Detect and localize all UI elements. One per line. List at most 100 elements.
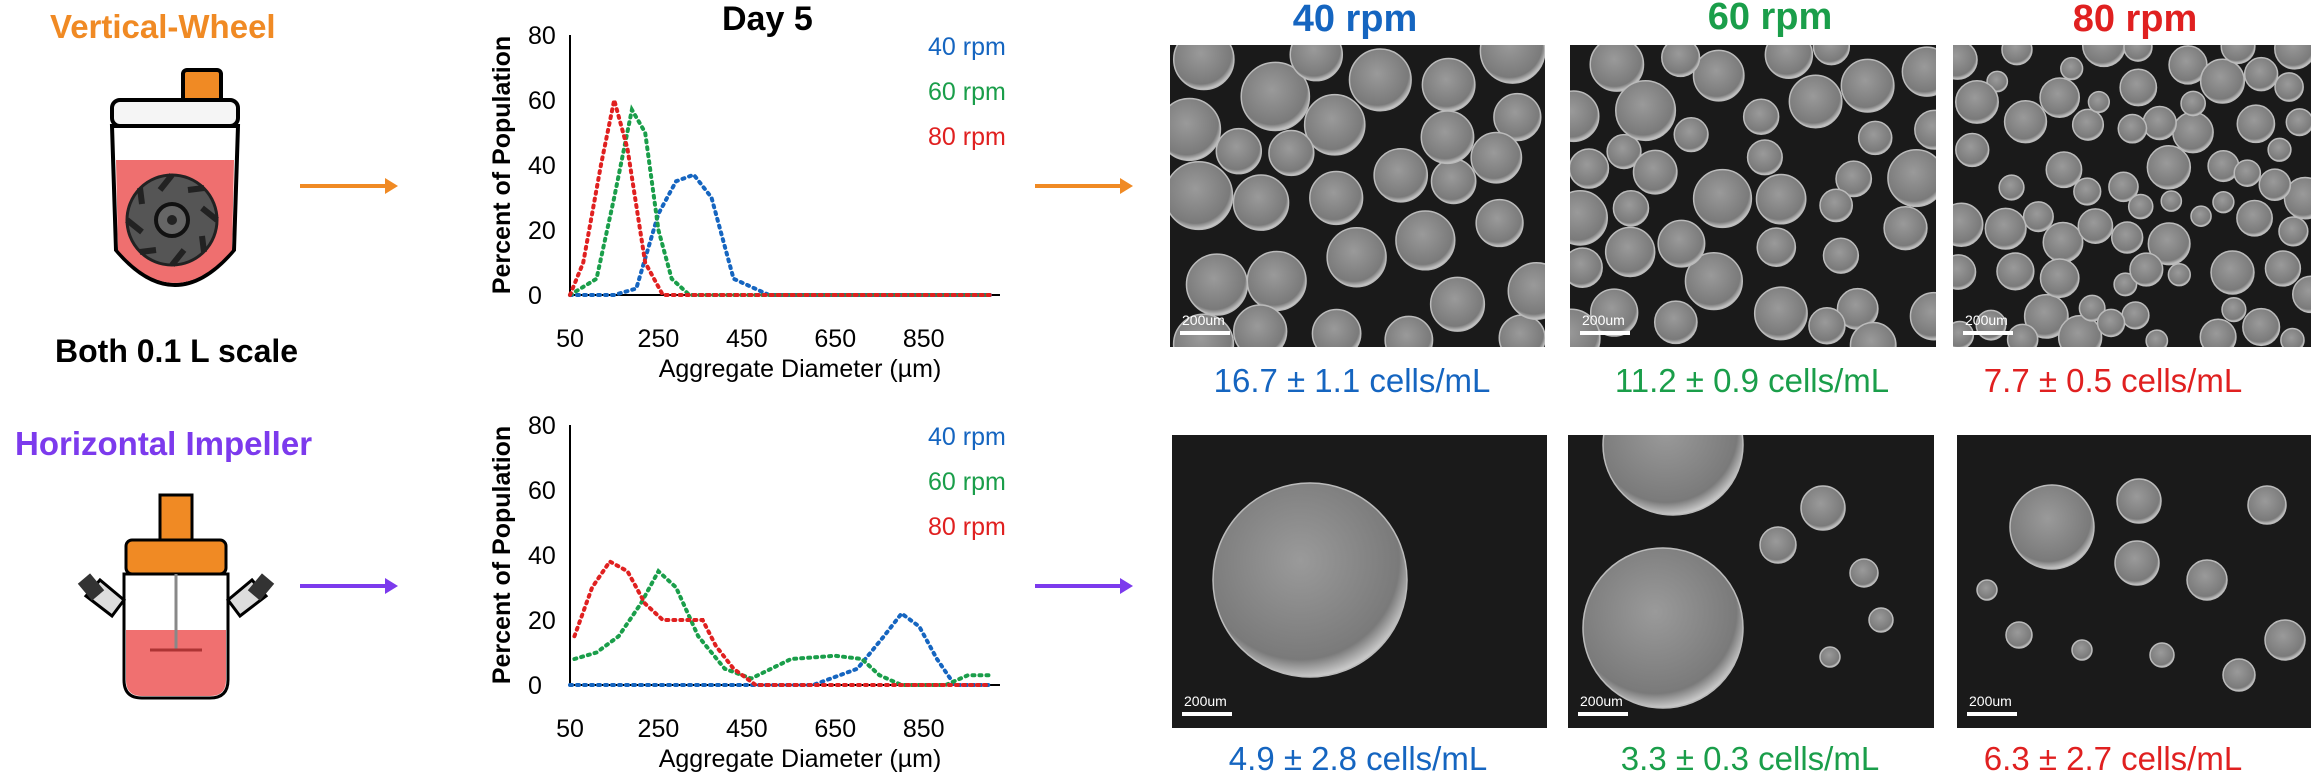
scale-bar-label: 200um (1965, 312, 2008, 328)
aggregate-circle (2274, 45, 2311, 70)
aggregate-circle (1172, 45, 1235, 91)
aggregate-circle (1570, 190, 1608, 246)
aggregate-circle (1819, 188, 1854, 223)
legend-entry: 80 rpm (928, 123, 1006, 151)
aggregate-circle (1953, 254, 1977, 290)
aggregate-circle (1268, 129, 1315, 177)
aggregate-circle (1657, 219, 1706, 268)
count-bottom-60rpm: 3.3 ± 0.3 cells/mL (1620, 740, 1880, 777)
aggregate-circle (1742, 98, 1780, 135)
count-top-60rpm: 11.2 ± 0.9 cells/mL (1614, 362, 1890, 399)
aggregate-circle (1632, 149, 1678, 195)
aggregate-circle (1232, 304, 1288, 347)
micrograph-bottom-60rpm: 200um (1568, 435, 1934, 728)
aggregate-circle (1289, 45, 1344, 82)
aggregate-circle (1756, 227, 1797, 267)
aggregate-circle (1840, 58, 1895, 113)
chart-bottom: 0 20 40 60 80 50 250 450 650 850 Aggregate Diamete… (470, 412, 1010, 780)
aggregate-circle (1589, 288, 1639, 337)
aggregate-circle (2071, 108, 2105, 141)
aggregate-circle (1849, 321, 1897, 347)
aggregate-circle (1755, 173, 1807, 225)
aggregate-circle (2147, 222, 2191, 266)
x-tick-label: 450 (726, 325, 768, 353)
x-axis-label: Aggregate Diameter (µm) (659, 355, 942, 383)
aggregate-circle (1373, 147, 1429, 203)
aggregate-circle (2096, 308, 2126, 338)
aggregate-circle (2110, 221, 2144, 254)
aggregate-circle (1215, 127, 1263, 175)
header-60-rpm: 60 rpm (1707, 0, 1833, 38)
aggregate-circle (1612, 190, 1650, 227)
aggregate-circle (2186, 559, 2228, 601)
y-tick-label: 80 (528, 412, 556, 440)
aggregate-circle (1602, 435, 1744, 516)
y-tick-label: 0 (528, 282, 542, 310)
aggregate-circle (2078, 294, 2106, 322)
aggregate-circle (2278, 216, 2309, 247)
y-tick-label: 60 (528, 477, 556, 505)
y-tick-label: 0 (528, 672, 542, 700)
x-tick-label: 250 (638, 715, 680, 743)
aggregate-circle (2258, 168, 2292, 202)
aggregate-circle (2280, 327, 2305, 347)
aggregate-circle (2212, 190, 2235, 214)
aggregate-circle (1240, 61, 1311, 132)
aggregate-circle (1570, 90, 1600, 143)
aggregate-circle (1684, 251, 1744, 311)
scale-bar-label: 200um (1580, 693, 1623, 709)
aggregate-circle (2087, 90, 2110, 114)
arrow-right-icon (1035, 578, 1133, 594)
aggregate-circle (1470, 131, 1523, 184)
aggregate-circle (1812, 45, 1851, 66)
aggregate-circle (1570, 247, 1603, 288)
aggregate-circle (1764, 45, 1814, 80)
aggregate-circle (2117, 113, 2148, 144)
x-tick-label: 650 (814, 325, 856, 353)
aggregate-circle (1606, 133, 1642, 170)
aggregate-circle (2221, 296, 2247, 323)
aggregate-circle (1604, 226, 1656, 278)
aggregate-circle (2022, 201, 2054, 233)
aggregate-circle (1759, 526, 1797, 564)
aggregate-circle (1914, 109, 1936, 150)
aggregate-circle (1953, 45, 1978, 80)
aggregate-circle (1822, 237, 1860, 274)
aggregate-circle (1746, 139, 1783, 176)
aggregate-circle (2039, 77, 2081, 118)
header-40-rpm: 40 rpm (1292, 0, 1418, 40)
aggregate-circle (1953, 202, 1984, 248)
vertical-wheel-label: Vertical-Wheel (50, 8, 276, 45)
aggregate-circle (1348, 48, 1412, 112)
aggregate-circle (1570, 308, 1601, 347)
series-line-80-rpm (572, 558, 992, 687)
aggregate-circle (1493, 92, 1542, 142)
count-top-40rpm: 16.7 ± 1.1 cells/mL (1213, 362, 1491, 399)
series-line-60-rpm (568, 104, 992, 297)
aggregate-circle (2060, 56, 2084, 81)
y-axis-label: Percent of Population (488, 36, 516, 294)
x-tick-label: 50 (556, 715, 584, 743)
aggregate-circle (2247, 485, 2287, 525)
y-tick-label: 20 (528, 607, 556, 635)
aggregate-circle (1909, 291, 1936, 341)
count-bottom-40rpm: 4.9 ± 2.8 cells/mL (1228, 740, 1488, 777)
aggregate-circle (1429, 276, 1486, 332)
header-80-rpm: 80 rpm (2072, 0, 2198, 40)
micrograph-top-80rpm: 200um (1953, 45, 2311, 347)
legend-entry: 80 rpm (928, 513, 1006, 541)
scale-bar-label: 200um (1582, 312, 1625, 328)
aggregate-circle (2057, 314, 2103, 347)
aggregate-circle (2129, 252, 2164, 287)
aggregate-circle (1996, 252, 2035, 291)
arrow-right-icon (300, 178, 398, 194)
aggregate-circle (1326, 227, 1387, 288)
series-line-40-rpm (568, 172, 992, 297)
aggregate-circle (2236, 199, 2273, 237)
aggregate-circle (1384, 315, 1434, 347)
aggregate-circle (2142, 105, 2177, 141)
aggregate-circle (1185, 253, 1249, 316)
micrograph-bottom-80rpm: 200um (1957, 435, 2311, 728)
aggregate-circle (2149, 642, 2175, 668)
